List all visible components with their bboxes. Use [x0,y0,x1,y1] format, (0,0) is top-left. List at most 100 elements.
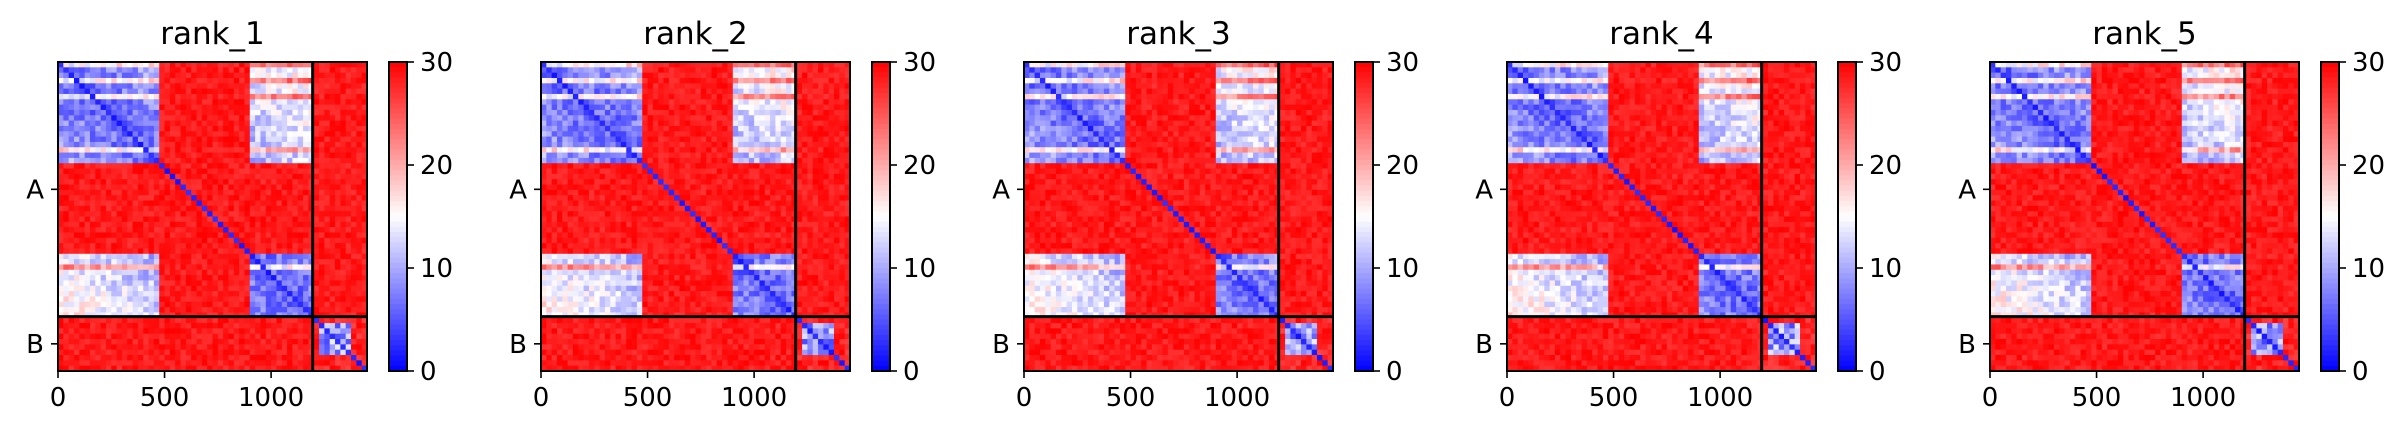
heatmap-cell [148,291,155,298]
heatmap-cell [722,147,729,154]
heatmap-cell [329,355,336,361]
heatmap-cell [297,62,304,68]
heatmap-cell [265,317,272,324]
heatmap-cell [786,195,792,202]
heatmap-cell [169,307,176,313]
heatmap-cell [89,109,96,116]
heatmap-cell [802,93,808,100]
heatmap-cell [105,275,112,282]
heatmap-cell [185,205,192,212]
heatmap-cell [356,227,363,234]
heatmap-cell [79,83,86,90]
heatmap-cell [196,344,203,351]
heatmap-cell [228,173,235,180]
heatmap-cell [807,83,814,90]
heatmap-cell [303,67,309,74]
heatmap-cell [84,184,91,191]
heatmap-cell [679,152,686,159]
heatmap-cell [185,307,192,313]
heatmap-cell [303,291,309,298]
heatmap-cell [249,259,256,266]
heatmap-cell [695,67,702,74]
heatmap-cell [690,104,697,111]
heatmap-cell [137,317,144,324]
heatmap-cell [73,195,80,202]
heatmap-cell [823,62,830,68]
heatmap-cell [127,67,134,74]
heatmap-cell [786,131,792,138]
heatmap-cell [111,131,118,138]
heatmap-cell [329,317,336,324]
heatmap-cell [212,173,219,180]
heatmap-cell [105,99,112,106]
heatmap-cell [100,136,107,143]
heatmap-cell [180,205,187,212]
heatmap-cell [89,93,96,100]
heatmap-cell [164,83,171,90]
heatmap-cell [770,99,777,106]
heatmap-cell [159,120,166,127]
heatmap-cell [127,179,134,186]
heatmap-cell [169,77,176,84]
heatmap-cell [228,344,235,351]
heatmap-cell [169,259,176,266]
heatmap-cell [233,264,240,271]
colorbar-segment [389,185,407,192]
heatmap-cell [196,62,203,68]
heatmap-cell [175,216,182,223]
heatmap-cell [228,227,235,234]
heatmap-cell [68,237,75,244]
heatmap-cell [58,131,64,138]
heatmap-cell [84,200,91,207]
heatmap-cell [615,189,622,196]
heatmap-cell [68,248,75,255]
heatmap-cell [233,259,240,266]
heatmap-cell [754,109,761,116]
heatmap-cell [228,301,235,308]
heatmap-cell [164,72,171,79]
heatmap-cell [159,221,166,228]
heatmap-cell [690,125,697,132]
heatmap-cell [73,136,80,143]
heatmap-cell [249,360,256,367]
heatmap-cell [345,221,352,228]
heatmap-cell [196,83,203,90]
heatmap-cell [63,253,70,260]
heatmap-cell [89,333,96,340]
heatmap-cell [244,62,251,68]
heatmap-cell [335,237,341,244]
heatmap-cell [276,275,283,282]
heatmap-cell [610,141,617,148]
heatmap-cell [329,301,336,308]
heatmap-cell [244,328,251,335]
heatmap-cell [79,93,86,100]
heatmap-cell [796,77,803,84]
heatmap-cell [79,72,86,79]
heatmap-cell [228,205,235,212]
heatmap-cell [764,136,771,143]
heatmap-cell [207,285,214,292]
heatmap-cell [599,136,606,143]
heatmap-cell [292,120,299,127]
heatmap-cell [212,269,219,276]
heatmap-cell [340,200,347,207]
heatmap-cell [212,147,219,154]
heatmap-matrix [541,62,851,372]
heatmap-cell [153,205,160,212]
heatmap-cell [303,179,309,186]
heatmap-cell [58,205,64,212]
heatmap-cell [674,200,681,207]
heatmap-cell [271,99,278,106]
heatmap-cell [583,125,590,132]
heatmap-cell [127,168,134,175]
heatmap-cell [356,179,363,186]
heatmap-cell [759,67,766,74]
heatmap-cell [89,99,96,106]
heatmap-cell [116,120,123,127]
heatmap-cell [356,93,363,100]
heatmap-cell [345,253,352,260]
heatmap-cell [297,296,304,303]
heatmap-cell [324,195,331,202]
heatmap-cell [132,296,139,303]
heatmap-cell [255,72,262,79]
